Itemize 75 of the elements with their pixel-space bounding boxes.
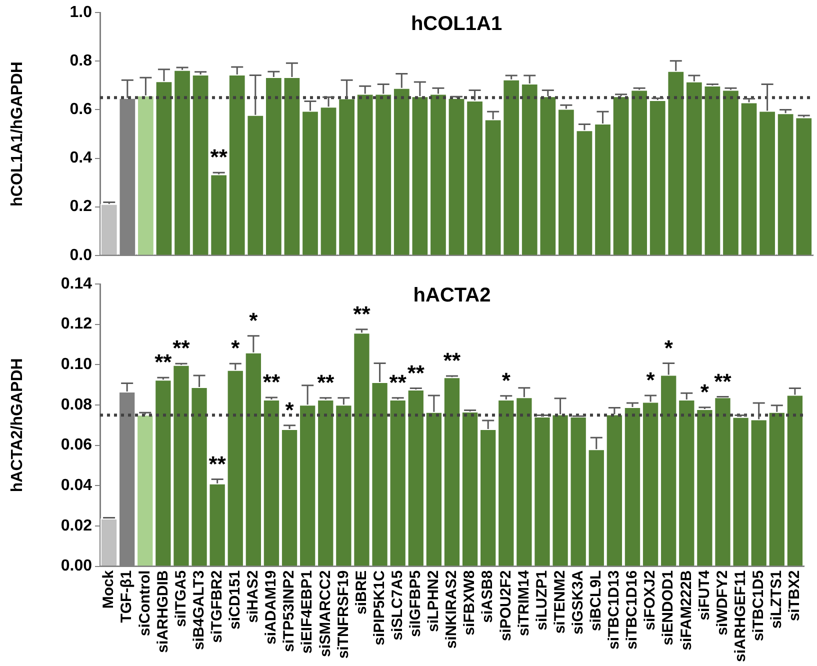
x-tick-label: siITGA5	[172, 570, 190, 627]
x-tick-label: siSMARCC2	[316, 570, 334, 657]
x-tick-label: siENDOD1	[660, 570, 677, 646]
x-tick-label: siB4GALT3	[190, 570, 208, 650]
y-tick-label: 0.14	[60, 275, 92, 292]
x-tick-label: siNKIRAS2	[443, 570, 460, 649]
annotation: **	[443, 348, 461, 374]
x-tick-label: siEIF4EBP1	[298, 570, 316, 654]
y-tick-label: 0.12	[60, 316, 92, 333]
x-tick-label: siARHGDIB	[154, 570, 172, 653]
annotation: **	[317, 370, 335, 395]
y-tick-label: 0.2	[70, 198, 92, 216]
y-tick-label: 0.02	[60, 517, 92, 534]
x-tick-label: TGF-β1	[118, 570, 136, 623]
x-tick-label: siPOU2F2	[497, 570, 514, 642]
y-tick-label: 0.06	[60, 436, 92, 454]
chart-title: hCOL1A1	[410, 13, 502, 36]
x-tick-label: siGSK3A	[569, 570, 586, 635]
annotation: **	[262, 370, 280, 395]
x-tick-label: siTRIM14	[515, 570, 532, 636]
x-tick-label: siTENM2	[551, 570, 568, 634]
annotation: **	[407, 360, 425, 386]
annotation: *	[646, 368, 656, 393]
annotation: **	[210, 144, 228, 170]
y-tick-label: 1.0	[70, 4, 92, 22]
x-tick-label: siTBX2	[786, 570, 804, 622]
annotation: *	[231, 336, 240, 361]
x-tick-label: siBCL9L	[588, 570, 605, 632]
x-tick-label: siASB8	[479, 570, 496, 623]
x-tick-label: siTGFBR2	[208, 570, 226, 643]
annotation: **	[353, 301, 371, 326]
y-tick-label: 0.8	[70, 52, 92, 70]
x-tick-label: siLUZP1	[533, 570, 550, 630]
x-tick-label: siWDFY2	[714, 570, 731, 636]
annotation: *	[502, 368, 511, 393]
annotation: *	[700, 379, 710, 404]
x-tick-label: siSLC7A5	[388, 570, 406, 640]
y-tick-label: 0.08	[60, 396, 92, 414]
x-tick-label: siFBXW8	[461, 570, 478, 636]
x-tick-label: siBRE	[352, 570, 370, 614]
y-axis-title: hACTA2/hGAPDH	[9, 358, 26, 492]
x-tick-label: siIGFBP5	[407, 570, 424, 637]
y-tick-label: 0.4	[70, 150, 92, 167]
chart-title: hACTA2	[413, 284, 491, 307]
y-tick-label: 0.6	[70, 101, 92, 118]
x-tick-label: siTBC1D5	[750, 570, 767, 642]
x-tick-label: siTBC1D16	[624, 570, 641, 650]
y-tick-label: 0.10	[60, 356, 92, 374]
annotation: **	[389, 370, 407, 395]
annotation: **	[172, 336, 190, 361]
annotation: *	[664, 335, 674, 360]
x-tick-label: siLZTS1	[768, 570, 786, 629]
annotation: **	[714, 368, 732, 394]
annotation: **	[208, 451, 226, 476]
x-tick-label: siADAM19	[262, 570, 280, 644]
x-tick-label: siControl	[136, 570, 154, 636]
x-tick-label: siPIP5K1C	[370, 570, 388, 646]
x-tick-label: siFAM222B	[678, 570, 695, 650]
x-tick-label: siARHGEF11	[732, 570, 749, 662]
annotation: *	[285, 397, 294, 422]
annotation: *	[249, 308, 258, 333]
y-tick-label: 0.04	[60, 477, 92, 494]
x-tick-label: siTBC1D13	[606, 570, 623, 650]
y-tick-label: 0.0	[70, 246, 92, 264]
x-tick-label: Mock	[100, 570, 118, 609]
x-tick-label: siCD151	[226, 570, 244, 630]
x-tick-label: siFUT4	[696, 570, 713, 620]
y-axis-title: hCOL1A1/hGAPDH	[9, 62, 26, 206]
y-tick-label: 0.00	[60, 558, 92, 575]
x-tick-label: siTNFRSF19	[334, 570, 352, 659]
x-tick-label: siLPHN2	[425, 570, 442, 632]
x-tick-label: siTP53INP2	[280, 570, 298, 652]
annotation: **	[154, 350, 172, 375]
x-tick-label: siFOXJ2	[642, 570, 659, 630]
x-tick-label: siHAS2	[244, 570, 262, 623]
